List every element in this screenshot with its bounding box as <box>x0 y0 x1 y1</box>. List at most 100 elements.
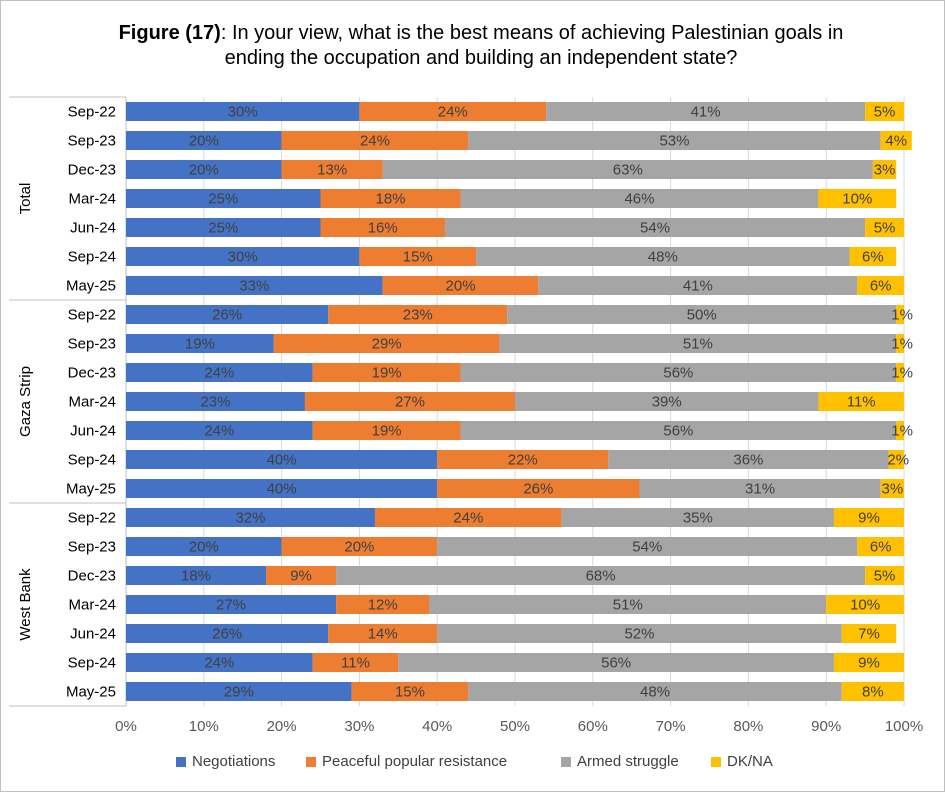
bar-segment <box>841 624 897 643</box>
category-label: Sep-24 <box>68 655 116 672</box>
data-label: 63% <box>613 162 643 179</box>
data-label: 1% <box>891 423 913 440</box>
bar-segment <box>126 566 267 585</box>
bar-segment <box>273 334 500 353</box>
legend-item: Peaceful popular resistance <box>306 753 507 770</box>
bar-segment <box>507 305 897 324</box>
data-label: 10% <box>842 191 872 208</box>
bar-segment <box>312 653 399 672</box>
legend-swatch <box>561 756 571 767</box>
data-label: 41% <box>683 278 713 295</box>
data-label: 6% <box>870 278 892 295</box>
bar-segment <box>872 160 897 179</box>
bar-segment <box>126 682 352 701</box>
data-label: 19% <box>372 365 402 382</box>
group-label: Total <box>17 183 34 215</box>
bar-segment <box>460 189 819 208</box>
bar-segment <box>818 392 904 411</box>
data-label: 8% <box>862 684 884 701</box>
legend-swatch <box>176 756 186 767</box>
bar-segment <box>126 421 313 440</box>
bar-segment <box>429 595 827 614</box>
bar-segment <box>880 479 904 498</box>
bar-segment <box>126 595 337 614</box>
bar-segment <box>896 334 904 353</box>
data-label: 20% <box>189 539 219 556</box>
bar-segment <box>126 624 329 643</box>
bar-segment <box>896 305 904 324</box>
data-label: 68% <box>586 568 616 585</box>
bar-segment <box>561 508 834 527</box>
bar-segment <box>382 160 873 179</box>
x-tick-label: 90% <box>811 718 841 735</box>
data-label: 24% <box>360 133 390 150</box>
x-tick-label: 70% <box>656 718 686 735</box>
data-label: 1% <box>891 307 913 324</box>
data-label: 56% <box>663 423 693 440</box>
group-label: West Bank <box>17 568 34 641</box>
data-label: 9% <box>858 510 880 527</box>
bar-segment <box>460 363 897 382</box>
bar-segment <box>281 160 383 179</box>
category-label: Sep-24 <box>68 452 116 469</box>
data-label: 23% <box>403 307 433 324</box>
data-label: 20% <box>446 278 476 295</box>
bar-segment <box>126 160 282 179</box>
chart-title: Figure (17): In your view, what is the b… <box>101 21 861 71</box>
bar-segment <box>126 276 383 295</box>
category-label: Mar-24 <box>68 191 116 208</box>
data-label: 1% <box>891 336 913 353</box>
legend-label: DK/NA <box>727 753 773 770</box>
category-label: May-25 <box>66 684 116 701</box>
data-label: 24% <box>453 510 483 527</box>
bar-segment <box>126 131 282 150</box>
bar-segment <box>126 392 305 411</box>
bar-segment <box>359 247 477 266</box>
data-label: 32% <box>235 510 265 527</box>
data-label: 48% <box>648 249 678 266</box>
bar-segment <box>888 450 904 469</box>
data-label: 54% <box>640 220 670 237</box>
data-label: 19% <box>372 423 402 440</box>
data-label: 30% <box>228 249 258 266</box>
x-tick-label: 30% <box>344 718 374 735</box>
data-label: 51% <box>683 336 713 353</box>
category-label: Sep-23 <box>68 539 116 556</box>
data-label: 15% <box>395 684 425 701</box>
bar-segment <box>538 276 858 295</box>
category-label: Jun-24 <box>70 220 116 237</box>
x-tick-label: 60% <box>578 718 608 735</box>
data-label: 56% <box>663 365 693 382</box>
bar-segment <box>468 682 842 701</box>
category-label: Sep-24 <box>68 249 116 266</box>
data-label: 20% <box>189 133 219 150</box>
data-label: 41% <box>691 104 721 121</box>
bar-segment <box>833 653 904 672</box>
x-tick-label: 80% <box>733 718 763 735</box>
bar-segment <box>126 334 274 353</box>
x-tick-label: 0% <box>115 718 137 735</box>
category-label: Dec-23 <box>68 365 116 382</box>
bar-segment <box>546 102 866 121</box>
data-label: 48% <box>640 684 670 701</box>
category-label: Jun-24 <box>70 423 116 440</box>
category-label: Sep-23 <box>68 133 116 150</box>
category-label: Mar-24 <box>68 597 116 614</box>
category-label: Dec-23 <box>68 162 116 179</box>
data-label: 40% <box>267 481 297 498</box>
data-label: 5% <box>874 220 896 237</box>
data-label: 6% <box>870 539 892 556</box>
bar-segment <box>312 363 461 382</box>
data-label: 15% <box>403 249 433 266</box>
bar-segment <box>826 595 904 614</box>
bar-segment <box>841 682 904 701</box>
bar-segment <box>126 653 313 672</box>
data-label: 24% <box>204 365 234 382</box>
bar-segment <box>351 682 469 701</box>
bar-segment <box>437 624 842 643</box>
bar-segment <box>460 421 897 440</box>
category-label: May-25 <box>66 481 116 498</box>
bar-segment <box>374 508 562 527</box>
bar-segment <box>444 218 866 237</box>
